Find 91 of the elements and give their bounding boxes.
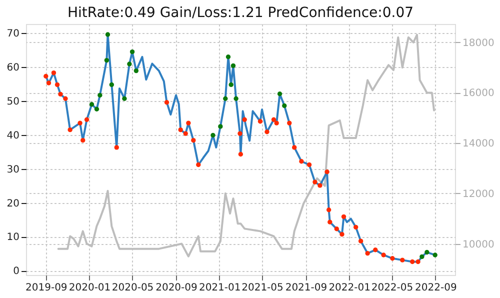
point <box>400 258 405 262</box>
point <box>341 214 346 219</box>
point <box>164 100 170 105</box>
y-tick-label: 10 <box>6 232 20 244</box>
point <box>84 117 90 122</box>
x-tick-label: 2022-09 <box>415 282 457 294</box>
point <box>340 232 344 237</box>
point <box>228 82 234 88</box>
point <box>58 92 63 97</box>
y2-tick-label: 18000 <box>462 38 494 49</box>
point <box>46 80 52 86</box>
point <box>127 62 132 66</box>
y-tick-label: 30 <box>6 164 20 176</box>
point <box>264 130 270 134</box>
point <box>277 92 282 96</box>
point <box>358 238 364 244</box>
point <box>114 145 119 150</box>
point <box>183 131 188 136</box>
point <box>122 96 127 101</box>
y-tick-label: 50 <box>6 96 20 108</box>
y-tick-label: 60 <box>6 62 20 74</box>
point <box>318 183 322 188</box>
point <box>381 252 386 258</box>
point <box>365 250 370 256</box>
point <box>306 162 312 168</box>
point <box>312 180 318 184</box>
point <box>44 74 48 79</box>
y-tick-label: 20 <box>6 198 20 210</box>
point <box>416 259 420 264</box>
point <box>274 120 279 126</box>
point <box>390 256 395 261</box>
x-tick-label: 2022-05 <box>371 282 414 294</box>
point <box>89 102 94 107</box>
x-tick-label: 2020-05 <box>112 282 154 294</box>
point <box>186 120 191 126</box>
point <box>178 127 183 132</box>
point <box>420 254 424 260</box>
point <box>51 70 56 76</box>
x-tick-label: 2021-01 <box>198 282 241 294</box>
x-tick-label: 2021-09 <box>285 282 328 294</box>
point <box>54 82 60 88</box>
point <box>328 220 332 224</box>
point <box>410 259 415 264</box>
x-tick-label: 2020-09 <box>156 282 198 294</box>
y2-tick-label: 12000 <box>462 188 494 200</box>
point <box>223 96 228 101</box>
point <box>238 131 242 136</box>
x-tick-label: 2019-09 <box>26 282 68 294</box>
y2-tick-label: 16000 <box>462 88 494 100</box>
point <box>230 63 236 68</box>
y2-tick-label: 10000 <box>462 239 494 250</box>
y-tick-label: 70 <box>6 28 20 40</box>
x-tick-label: 2021-05 <box>242 282 284 294</box>
point <box>130 49 135 54</box>
y-tick-label: 40 <box>6 130 20 142</box>
point <box>191 138 196 143</box>
y-tick-label: 0 <box>13 266 20 278</box>
point <box>226 54 231 60</box>
point <box>78 120 82 126</box>
point <box>292 145 297 150</box>
point <box>104 58 110 63</box>
point <box>63 96 68 101</box>
point <box>271 117 276 122</box>
point <box>238 152 244 157</box>
point <box>105 32 110 37</box>
point <box>432 252 438 258</box>
point <box>373 248 378 252</box>
point <box>282 103 287 108</box>
point <box>353 224 358 230</box>
x-tick-label: 2022-01 <box>328 282 370 294</box>
point <box>424 250 430 255</box>
y2-tick-label: 14000 <box>462 138 494 150</box>
point <box>218 124 223 129</box>
point <box>134 68 139 74</box>
point <box>80 138 86 143</box>
point <box>299 159 304 164</box>
point <box>326 208 332 212</box>
point <box>324 170 330 174</box>
point <box>287 120 292 126</box>
point <box>98 92 102 98</box>
point <box>196 162 201 168</box>
point <box>258 119 263 124</box>
x-tick-label: 2020-01 <box>68 282 111 294</box>
point <box>94 106 100 112</box>
point <box>242 117 247 122</box>
point <box>109 82 114 88</box>
point <box>234 96 238 101</box>
point <box>210 132 216 138</box>
chart-title: HitRate:0.49 Gain/Loss:1.21 PredConfidence:0.07 <box>67 5 414 21</box>
point <box>334 226 339 232</box>
point <box>68 127 72 132</box>
